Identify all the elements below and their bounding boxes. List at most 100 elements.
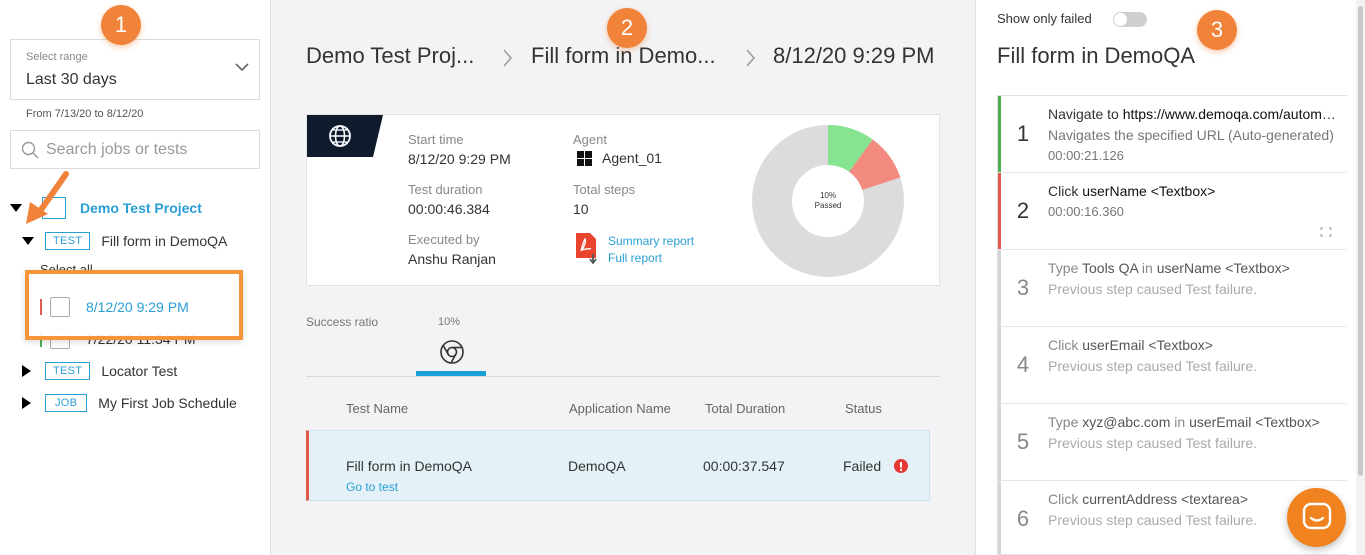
step-target: currentAddress <textarea> <box>1082 491 1248 507</box>
run-label[interactable]: 8/12/20 9:29 PM <box>86 299 189 315</box>
step-item[interactable]: 5 Type xyz@abc.com in userEmail <Textbox… <box>998 404 1347 481</box>
step-number: 6 <box>1016 506 1030 531</box>
right-panel: Show only failed Fill form in DemoQA 1 N… <box>975 0 1365 555</box>
job-tag: JOB <box>45 394 88 412</box>
error-icon <box>894 459 908 473</box>
test-tag: TEST <box>45 362 91 380</box>
tree-test-row[interactable]: TEST Fill form in DemoQA <box>22 229 227 253</box>
row-application: DemoQA <box>568 458 626 474</box>
row-test-name: Fill form in DemoQA <box>346 458 473 474</box>
expand-icon[interactable] <box>1320 227 1332 237</box>
full-report-link[interactable]: Full report <box>608 251 663 265</box>
step-description: Previous step caused Test failure. <box>1048 435 1258 451</box>
column-header-application: Application Name <box>569 401 671 416</box>
range-select[interactable]: Select range Last 30 days <box>10 39 260 100</box>
toggle-knob <box>1114 13 1127 26</box>
project-link[interactable]: Demo Test Project <box>80 200 202 216</box>
steps-title: Fill form in DemoQA <box>997 43 1196 68</box>
run-status-bar <box>40 299 42 315</box>
success-ratio-percent: 10% <box>438 316 461 328</box>
search-icon <box>21 141 39 159</box>
step-status-bar <box>998 250 1001 326</box>
windows-icon <box>577 150 592 166</box>
highlight-callout <box>25 270 243 340</box>
browser-tab-active-indicator <box>416 371 486 376</box>
caret-down-icon[interactable] <box>10 204 22 212</box>
chevron-right-icon <box>746 49 755 67</box>
callout-badge: 1 <box>101 5 141 45</box>
step-duration: 00:00:21.126 <box>1048 148 1124 163</box>
start-time-label: Start time <box>408 132 464 147</box>
table-row[interactable]: Fill form in DemoQA Go to test DemoQA 00… <box>306 430 930 501</box>
run-row[interactable]: 8/12/20 9:29 PM <box>40 295 189 319</box>
step-title: Type Tools QA in userName <Textbox> <box>1048 260 1338 276</box>
step-target: userName <Textbox> <box>1156 260 1290 276</box>
step-item[interactable]: 1 Navigate to https://www.demoqa.com/aut… <box>998 96 1347 173</box>
left-panel: Select range Last 30 days From 7/13/20 t… <box>0 0 271 555</box>
search-box <box>10 130 260 169</box>
donut-caption: Passed <box>815 201 842 210</box>
scrollbar-thumb[interactable] <box>1358 6 1363 476</box>
pdf-download-icon[interactable] <box>574 232 600 264</box>
caret-right-icon[interactable] <box>22 397 31 409</box>
step-action: Click <box>1048 491 1083 507</box>
step-number: 5 <box>1016 429 1030 454</box>
donut-failed-segment <box>848 139 901 191</box>
step-item[interactable]: 3 Type Tools QA in userName <Textbox> Pr… <box>998 250 1347 327</box>
show-only-failed-label: Show only failed <box>997 11 1092 26</box>
breadcrumb-project[interactable]: Demo Test Proj... <box>306 43 475 68</box>
test-name[interactable]: Fill form in DemoQA <box>101 233 228 249</box>
duration-label: Test duration <box>408 182 483 197</box>
chevron-right-icon <box>503 49 512 67</box>
test-tag: TEST <box>45 232 91 250</box>
step-target: userEmail <Textbox> <box>1082 337 1213 353</box>
divider <box>306 376 940 377</box>
go-to-test-link[interactable]: Go to test <box>346 480 399 494</box>
step-action: Type <box>1048 260 1082 276</box>
step-title: Click userName <Textbox> <box>1048 183 1338 199</box>
step-target: userEmail <Textbox> <box>1189 414 1320 430</box>
caret-right-icon[interactable] <box>22 365 31 377</box>
step-action: Type <box>1048 414 1083 430</box>
chrome-browser-icon[interactable] <box>439 339 465 365</box>
agent-label: Agent <box>573 132 607 147</box>
step-item[interactable]: 2 Click userName <Textbox> 00:00:16.360 <box>998 173 1347 250</box>
step-title: Type xyz@abc.com in userEmail <Textbox> <box>1048 414 1338 430</box>
step-status-bar <box>998 327 1001 403</box>
step-number: 2 <box>1016 198 1030 223</box>
column-header-status: Status <box>845 401 882 416</box>
success-ratio-label: Success ratio <box>306 315 379 329</box>
donut-percent: 10% <box>820 191 836 200</box>
donut-passed-segment <box>826 125 873 173</box>
pass-fail-donut-chart: 10% Passed <box>752 125 904 277</box>
step-status-bar <box>998 481 1001 554</box>
search-input[interactable] <box>46 139 251 161</box>
test-name[interactable]: Locator Test <box>101 363 178 379</box>
step-status-bar <box>998 173 1001 249</box>
row-status: Failed <box>843 458 882 474</box>
step-description: Previous step caused Test failure. <box>1048 358 1258 374</box>
show-only-failed-toggle[interactable] <box>1113 12 1147 27</box>
step-value: xyz@abc.com <box>1082 414 1171 430</box>
step-action: Click <box>1048 183 1083 199</box>
tree-project-row[interactable]: Demo Test Project <box>10 196 202 220</box>
step-item[interactable]: 4 Click userEmail <Textbox> Previous ste… <box>998 327 1347 404</box>
range-value: Last 30 days <box>26 71 117 88</box>
step-title: Navigate to https://www.demoqa.com/autom… <box>1048 106 1338 122</box>
run-checkbox[interactable] <box>50 297 70 317</box>
job-name[interactable]: My First Job Schedule <box>98 395 237 411</box>
range-from-text: From 7/13/20 to 8/12/20 <box>26 108 144 120</box>
step-status-bar <box>998 96 1001 172</box>
run-summary-card: Start time 8/12/20 9:29 PM Agent Agent_0… <box>306 114 940 286</box>
caret-down-icon[interactable] <box>22 237 34 245</box>
tree-job-row[interactable]: JOB My First Job Schedule <box>22 391 237 415</box>
callout-badge: 3 <box>1197 10 1237 50</box>
start-time-value: 8/12/20 9:29 PM <box>408 151 511 167</box>
summary-report-link[interactable]: Summary report <box>608 234 695 248</box>
agent-value: Agent_01 <box>577 150 662 166</box>
middle-panel: Demo Test Proj... Fill form in Demo... 8… <box>271 0 975 555</box>
chat-button[interactable] <box>1287 488 1346 547</box>
tree-test-row[interactable]: TEST Locator Test <box>22 359 177 383</box>
step-description: Navigates the specified URL (Auto-genera… <box>1048 127 1334 143</box>
step-description: Previous step caused Test failure. <box>1048 281 1258 297</box>
